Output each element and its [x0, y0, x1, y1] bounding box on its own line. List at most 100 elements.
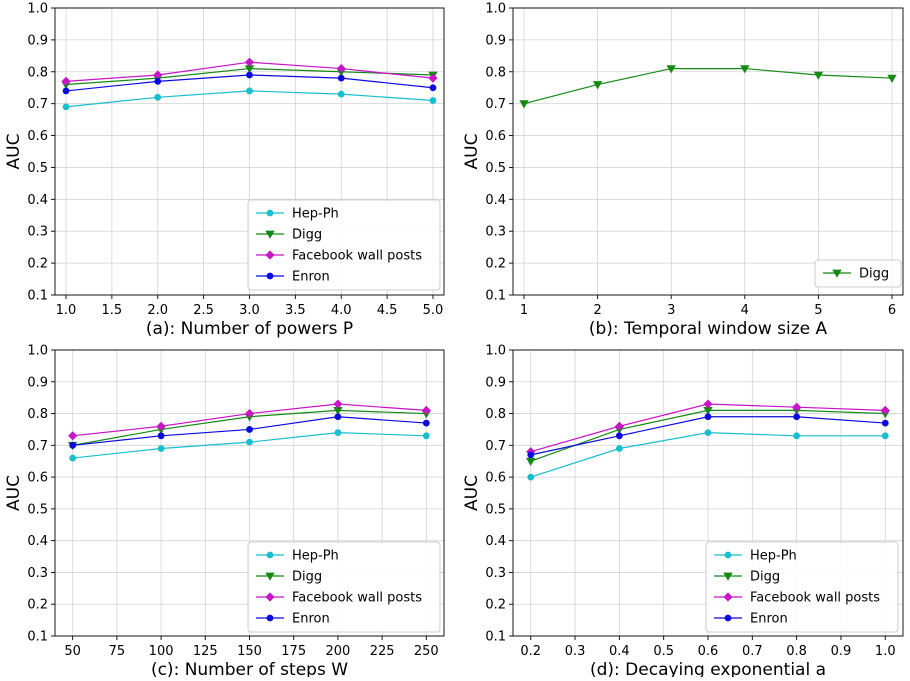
panel-d-xtick-label-3: 0.5 — [653, 644, 674, 659]
panel-d-series-2-point-1 — [614, 421, 624, 431]
panel-a-xtick-label-2: 2.0 — [147, 303, 168, 318]
panel-d-series-0-point-0 — [527, 473, 535, 481]
panel-d-series-3-point-3 — [793, 413, 801, 421]
panel-c-series-3-point-0 — [69, 441, 77, 449]
panel-c: 0.1 0.2 0.3 0.4 0.5 0.6 0.7 0.8 0.9 1.0 50 75 100 125… — [4, 344, 445, 680]
panel-a-xtick-label-3: 2.5 — [193, 303, 214, 318]
panel-c-series-2-point-4 — [421, 405, 431, 415]
panel-b-ytick-label-7: 0.8 — [485, 65, 506, 80]
panel-a-series-0-point-4 — [429, 97, 437, 104]
panel-a-ytick-label-6: 0.7 — [27, 97, 48, 112]
panel-a-series-2-point-4 — [428, 73, 438, 83]
panel-a-xtick-label-4: 3.0 — [239, 303, 260, 318]
panel-b-legend: Digg — [814, 259, 902, 288]
panel-d-xtick-label-4: 0.6 — [698, 644, 719, 659]
panel-d-legend-box — [705, 541, 899, 633]
panel-b-xtick-label-3: 4 — [741, 303, 749, 318]
panel-c-ytick-label-0: 0.1 — [27, 630, 48, 645]
panel-b-series-0-point-0 — [519, 100, 529, 109]
panel-a-series-2-point-2 — [244, 57, 255, 67]
panel-d-series-2-point-2 — [703, 399, 713, 409]
panel-a-xtick-label-0: 1.0 — [56, 303, 77, 318]
panel-c-ytick-label-8: 0.9 — [27, 375, 48, 390]
panel-d-legend-marker-0 — [724, 551, 732, 559]
panel-c-ytick-label-6: 0.7 — [27, 439, 48, 454]
panel-d-ytick-label-5: 0.6 — [485, 471, 506, 486]
panel-b-ytick-label-1: 0.2 — [485, 257, 506, 272]
panel-c-ytick-label-2: 0.3 — [27, 566, 48, 581]
panel-d-legend-marker-3 — [724, 614, 732, 622]
panel-c-legend-label-2: Facebook wall posts — [292, 591, 422, 606]
panel-d-series-3-point-4 — [881, 419, 889, 427]
panel-a-legend-label-0: Hep-Ph — [292, 207, 339, 222]
panel-a-xlabel: (a): Number of powers P — [146, 319, 353, 339]
panel-c-ytick-label-4: 0.5 — [27, 502, 48, 517]
panel-c-series-3-point-4 — [422, 419, 430, 427]
panel-a-series-3-point-0 — [62, 87, 70, 95]
panel-a-series-3 — [62, 71, 437, 95]
panel-b-ytick-label-0: 0.1 — [485, 289, 506, 304]
panel-d-xtick-label-2: 0.4 — [609, 644, 630, 659]
panel-d-legend-label-1: Digg — [750, 570, 780, 585]
panel-a-ytick-label-7: 0.8 — [27, 65, 48, 80]
panel-b-xtick-label-5: 6 — [888, 303, 896, 318]
panel-d-legend-label-2: Facebook wall posts — [750, 591, 880, 606]
panel-a-series-0-point-2 — [246, 87, 253, 95]
panel-d-ytick-label-2: 0.3 — [485, 566, 506, 581]
panel-b-legend-box — [814, 259, 902, 288]
panel-a-xtick-label-7: 4.5 — [377, 303, 398, 318]
panel-a-xtick-label-8: 5.0 — [423, 303, 444, 318]
panel-c-series-2-point-0 — [68, 431, 78, 441]
panel-a-ytick-label-0: 0.1 — [27, 289, 48, 304]
panel-a-xtick-label-5: 3.5 — [285, 303, 306, 318]
panel-b-ytick-label-4: 0.5 — [485, 161, 506, 176]
panel-a-series-3-point-3 — [337, 74, 345, 82]
panel-a-legend-marker-1 — [265, 230, 275, 239]
panel-a-legend-label-3: Enron — [292, 270, 330, 285]
panel-b-series-0-line — [523, 67, 892, 105]
panel-c-legend-label-0: Hep-Ph — [292, 549, 339, 564]
panel-c-series-0-point-3 — [334, 429, 342, 437]
panel-c-ytick-label-3: 0.4 — [27, 534, 48, 549]
panel-d-ytick-label-7: 0.8 — [485, 407, 506, 422]
panel-d-xlabel: (d): Decaying exponential a — [590, 660, 826, 677]
panel-c-xtick-label-3: 125 — [193, 644, 218, 659]
panel-c-series-3 — [69, 413, 430, 449]
panel-d-legend-label-3: Enron — [750, 612, 788, 627]
panel-a-legend: Hep-Ph Digg Facebook wall posts Enron — [247, 199, 441, 291]
panel-a: 0.1 0.2 0.3 0.4 0.5 0.6 0.7 0.8 0.9 1.0 1.0 1.5 2.0 2… — [4, 2, 445, 339]
panel-b-ylabel: AUC — [462, 134, 482, 170]
panel-c-series-2 — [68, 399, 431, 441]
panel-c-xtick-label-7: 225 — [370, 644, 395, 659]
panel-d: 0.1 0.2 0.3 0.4 0.5 0.6 0.7 0.8 0.9 1.0 0.2 0.3 0.4 0… — [462, 344, 904, 680]
panel-d-series-3-point-1 — [615, 432, 623, 440]
panel-a-xtick-label-6: 4.0 — [331, 303, 352, 318]
panel-a-series-3-point-2 — [246, 71, 253, 79]
panel-c-series-3-point-1 — [157, 432, 165, 440]
panel-a-series-0 — [62, 87, 437, 111]
panel-c-ytick-label-9: 1.0 — [27, 344, 48, 359]
panel-d-xtick-label-8: 1.0 — [875, 644, 896, 659]
panel-c-series-3-point-2 — [246, 426, 253, 433]
panel-a-legend-label-2: Facebook wall posts — [292, 249, 422, 264]
panel-a-legend-marker-0 — [266, 209, 274, 217]
panel-d-series-2-point-3 — [792, 402, 802, 412]
panel-c-series-0 — [69, 429, 430, 462]
panel-d-series-2-point-4 — [880, 405, 890, 415]
panel-a-series-3-point-4 — [429, 84, 437, 92]
panel-a-series-0-point-3 — [337, 90, 345, 98]
panel-c-series-0-point-0 — [69, 454, 77, 462]
panel-b-series-0-point-4 — [813, 71, 824, 80]
panel-d-ytick-label-6: 0.7 — [485, 439, 506, 454]
panel-d-xtick-label-0: 0.2 — [520, 644, 541, 659]
panel-a-ytick-label-5: 0.6 — [27, 129, 48, 144]
panel-a-legend-marker-2 — [265, 250, 275, 260]
panel-b-series-0-point-5 — [887, 74, 897, 83]
panel-d-xtick-label-7: 0.9 — [831, 644, 852, 659]
panel-b-ytick-label-9: 1.0 — [485, 2, 506, 17]
panel-b-ytick-label-8: 0.9 — [485, 33, 506, 48]
panel-a-ytick-label-1: 0.2 — [27, 257, 48, 272]
panel-d-xtick-label-6: 0.8 — [786, 644, 807, 659]
panel-d-ytick-label-0: 0.1 — [485, 630, 506, 645]
